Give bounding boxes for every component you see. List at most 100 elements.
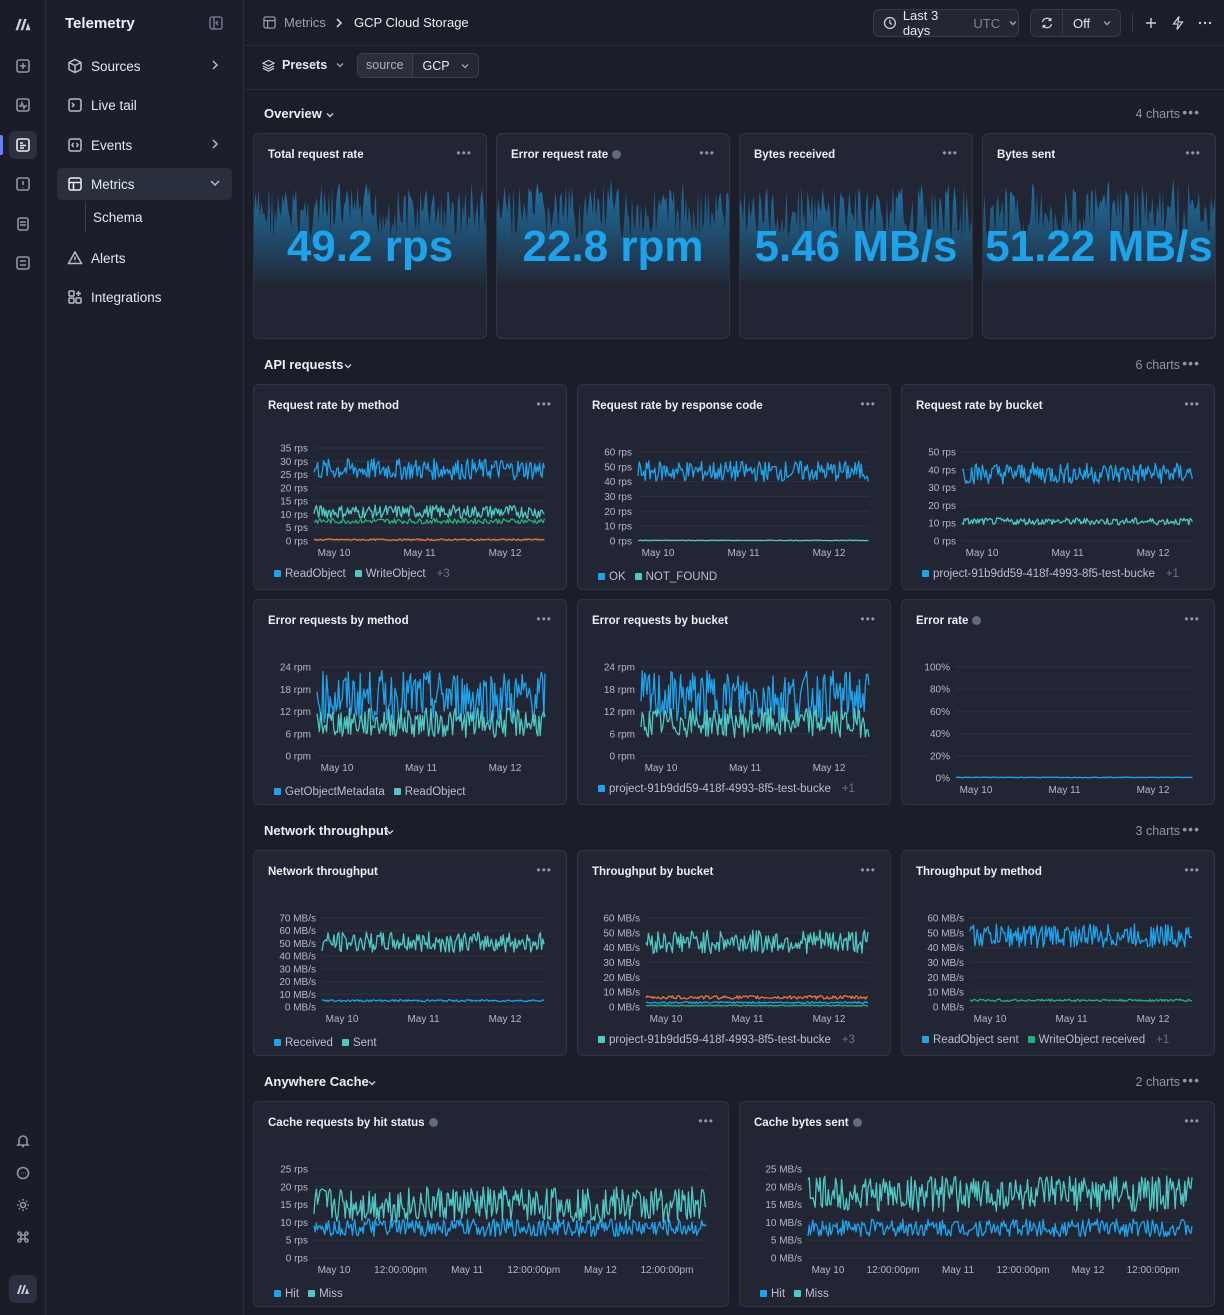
- chart-panel[interactable]: Throughput by method ••• 60 MB/s 50 MB/s 40 …: [901, 850, 1215, 1056]
- sidebar-item-alerts[interactable]: Alerts: [57, 242, 232, 274]
- panel-more-icon[interactable]: •••: [1184, 397, 1200, 411]
- legend-item[interactable]: project-91b9dd59-418f-4993-8f5-test-buck…: [598, 783, 831, 795]
- sidebar-item-schema[interactable]: Schema: [93, 210, 143, 225]
- refresh-control[interactable]: Off: [1030, 9, 1121, 37]
- stat-panel[interactable]: Bytes received ••• 5.46 MB/s: [739, 133, 973, 339]
- legend-item[interactable]: ReadObject sent: [922, 1034, 1019, 1046]
- legend-item[interactable]: NOT_FOUND: [634, 571, 717, 583]
- sidebar-item-live-tail[interactable]: Live tail: [57, 89, 232, 121]
- panel-more-icon[interactable]: •••: [536, 863, 552, 877]
- chart-panel[interactable]: Request rate by bucket ••• 50 rps 40 rps 30 …: [901, 384, 1215, 590]
- legend-more[interactable]: +1: [841, 783, 855, 795]
- command-icon[interactable]: [9, 1223, 37, 1251]
- legend-item[interactable]: Miss: [794, 1288, 829, 1300]
- incidents-icon[interactable]: [9, 170, 37, 198]
- section-more-icon[interactable]: •••: [1182, 821, 1200, 837]
- legend-item[interactable]: ReadObject: [274, 568, 346, 580]
- chat-icon[interactable]: [9, 1159, 37, 1187]
- panel-more-icon[interactable]: •••: [860, 397, 876, 411]
- legend-more[interactable]: +3: [841, 1034, 855, 1046]
- info-icon[interactable]: [428, 1118, 438, 1128]
- time-range-picker[interactable]: Last 3 days UTC: [873, 8, 1019, 38]
- chart-panel[interactable]: Network throughput ••• 70 MB/s 60 MB/s 50 MB…: [253, 850, 567, 1056]
- legend-item[interactable]: WriteObject: [354, 568, 426, 580]
- chart-panel[interactable]: Cache bytes sent ••• 25 MB/s 20 MB/s 15 MB/s…: [739, 1101, 1215, 1307]
- legend-label: ReadObject: [404, 786, 466, 798]
- sidebar-item-integrations[interactable]: Integrations: [57, 281, 232, 313]
- chart-panel[interactable]: Request rate by method ••• 35 rps 30 rps 25 …: [253, 384, 567, 590]
- section-more-icon[interactable]: •••: [1182, 355, 1200, 371]
- chart-panel[interactable]: Error requests by bucket ••• 24 rpm 18 rpm 1…: [577, 599, 891, 805]
- panel-more-icon[interactable]: •••: [860, 612, 876, 626]
- legend-label: project-91b9dd59-418f-4993-8f5-test-buck…: [609, 783, 831, 795]
- bell-icon[interactable]: [9, 1127, 37, 1155]
- logo-icon[interactable]: [9, 10, 37, 38]
- x-tick-label: May 10: [645, 763, 678, 774]
- stat-panel[interactable]: Total request rate ••• 49.2 rps: [253, 133, 487, 339]
- more-icon[interactable]: [1197, 15, 1213, 31]
- y-tick-label: 80%: [930, 685, 950, 696]
- legend-item[interactable]: project-91b9dd59-418f-4993-8f5-test-buck…: [598, 1034, 831, 1046]
- legend-more[interactable]: +3: [436, 568, 450, 580]
- dashboards-icon[interactable]: [9, 131, 37, 159]
- presets-dropdown[interactable]: Presets: [262, 58, 345, 72]
- legend-item[interactable]: Hit: [760, 1288, 785, 1300]
- legend-item[interactable]: WriteObject received: [1027, 1034, 1145, 1046]
- x-tick-label: May 11: [405, 763, 437, 774]
- section-more-icon[interactable]: •••: [1182, 1072, 1200, 1088]
- series-line: [640, 707, 870, 738]
- chart-panel[interactable]: Error requests by method ••• 24 rpm 18 rpm 1…: [253, 599, 567, 805]
- section-more-icon[interactable]: •••: [1182, 104, 1200, 120]
- info-icon[interactable]: [852, 1118, 862, 1128]
- chart-panel[interactable]: Error rate ••• 100% 80% 60% 40% 20% 0% May 10 May…: [901, 599, 1215, 805]
- legend-item[interactable]: ReadObject: [393, 786, 466, 798]
- legend-item[interactable]: Sent: [341, 1037, 377, 1049]
- breadcrumb-parent[interactable]: Metrics: [284, 15, 326, 30]
- theme-sun-icon[interactable]: [9, 1191, 37, 1219]
- section-title: Overview: [264, 106, 322, 121]
- panel-more-icon[interactable]: •••: [860, 863, 876, 877]
- sidebar-item-metrics[interactable]: Metrics: [57, 168, 232, 200]
- info-icon[interactable]: [612, 150, 622, 160]
- activity-icon[interactable]: [9, 91, 37, 119]
- chart-panel[interactable]: Throughput by bucket ••• 60 MB/s 50 MB/s 40 …: [577, 850, 891, 1056]
- sidebar-item-events[interactable]: Events: [57, 129, 232, 161]
- legend-item[interactable]: OK: [598, 571, 626, 583]
- lightning-icon[interactable]: [1170, 15, 1186, 31]
- panel-more-icon[interactable]: •••: [699, 146, 715, 160]
- database-icon[interactable]: [9, 210, 37, 238]
- workspace-logo-icon[interactable]: [9, 1275, 37, 1303]
- panel-more-icon[interactable]: •••: [536, 397, 552, 411]
- sidebar-item-sources[interactable]: Sources: [57, 50, 232, 82]
- legend-more[interactable]: +1: [1165, 568, 1179, 580]
- legend-item[interactable]: GetObjectMetadata: [274, 786, 385, 798]
- y-tick-label: 18 rpm: [604, 685, 635, 696]
- settings-sliders-icon[interactable]: [9, 249, 37, 277]
- legend-more[interactable]: +1: [1156, 1034, 1170, 1046]
- panel-more-icon[interactable]: •••: [1184, 612, 1200, 626]
- panel-more-icon[interactable]: •••: [1185, 146, 1201, 160]
- legend-item[interactable]: Hit: [274, 1288, 299, 1300]
- y-tick-label: 10 MB/s: [279, 990, 316, 1001]
- refresh-button[interactable]: [1031, 10, 1063, 36]
- legend-item[interactable]: Received: [274, 1037, 333, 1049]
- legend-item[interactable]: Miss: [308, 1288, 343, 1300]
- info-icon[interactable]: [972, 616, 982, 626]
- stat-panel[interactable]: Bytes sent ••• 51.22 MB/s: [982, 133, 1216, 339]
- collapse-sidebar-icon[interactable]: [209, 16, 223, 30]
- chart-panel[interactable]: Request rate by response code ••• 60 rps 50…: [577, 384, 891, 590]
- legend-item[interactable]: project-91b9dd59-418f-4993-8f5-test-buck…: [922, 568, 1155, 580]
- panel-more-icon[interactable]: •••: [456, 146, 472, 160]
- panel-more-icon[interactable]: •••: [536, 612, 552, 626]
- plus-icon[interactable]: [1143, 15, 1159, 31]
- panel-more-icon[interactable]: •••: [1184, 863, 1200, 877]
- panel-more-icon[interactable]: •••: [698, 1114, 714, 1128]
- panel-more-icon[interactable]: •••: [1184, 1114, 1200, 1128]
- chart-panel[interactable]: Cache requests by hit status ••• 25 rps 20 …: [253, 1101, 729, 1307]
- filter-chip-source[interactable]: source GCP: [357, 53, 479, 78]
- y-tick-label: 20 rps: [604, 507, 632, 518]
- y-tick-label: 50 MB/s: [927, 928, 964, 939]
- add-panel-icon[interactable]: [9, 52, 37, 80]
- panel-more-icon[interactable]: •••: [942, 146, 958, 160]
- stat-panel[interactable]: Error request rate ••• 22.8 rpm: [496, 133, 730, 339]
